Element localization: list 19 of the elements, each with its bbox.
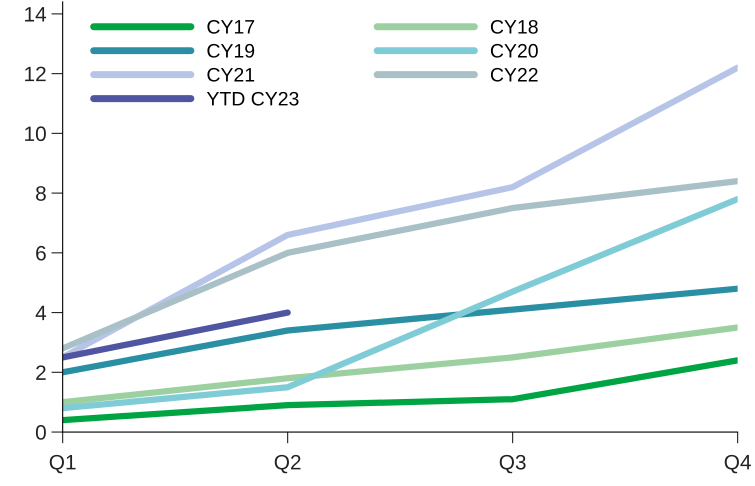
legend-label: CY18 bbox=[490, 20, 538, 34]
legend-label: CY20 bbox=[490, 44, 538, 58]
y-tick-label: 10 bbox=[25, 126, 46, 142]
y-tick-label: 14 bbox=[25, 7, 46, 22]
x-tick-label: Q3 bbox=[500, 454, 526, 474]
y-tick-label: 6 bbox=[36, 246, 46, 261]
x-tick-label: Q4 bbox=[724, 454, 751, 474]
y-tick-label: 0 bbox=[36, 425, 46, 440]
legend-label: CY21 bbox=[207, 68, 254, 82]
y-tick-label: 8 bbox=[36, 186, 46, 201]
y-tick-label: 2 bbox=[36, 365, 46, 380]
legend-label: CY17 bbox=[207, 20, 254, 34]
x-tick-label: Q1 bbox=[50, 454, 76, 474]
legend-label: CY19 bbox=[207, 44, 254, 58]
legend-label: YTD CY23 bbox=[206, 92, 299, 106]
legend-label: CY22 bbox=[490, 68, 538, 82]
x-tick-label: Q2 bbox=[274, 454, 301, 474]
y-tick-label: 12 bbox=[25, 66, 46, 82]
y-tick-label: 4 bbox=[36, 306, 46, 320]
